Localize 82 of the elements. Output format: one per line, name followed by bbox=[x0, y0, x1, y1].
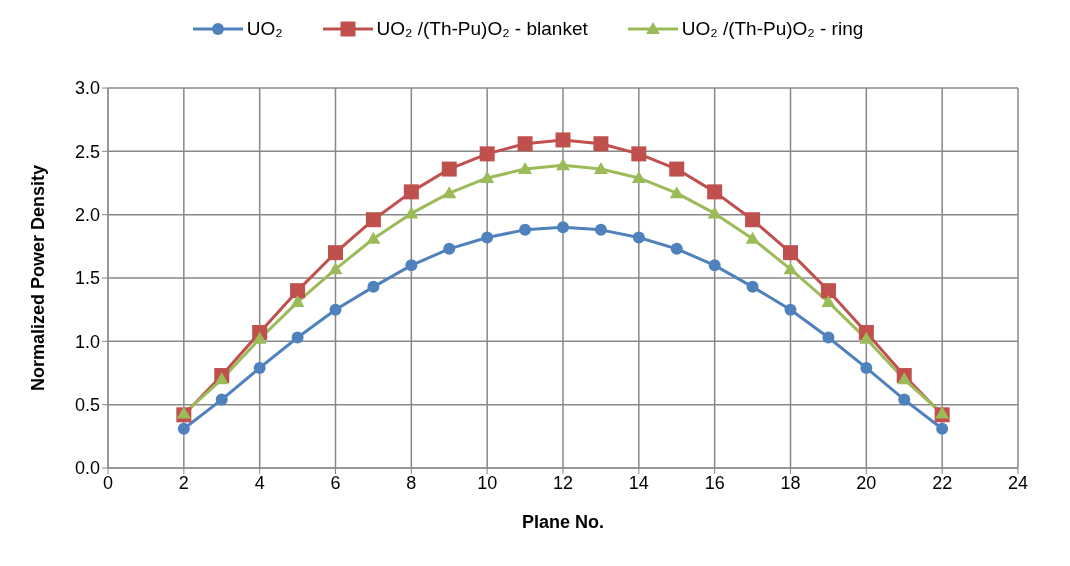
point bbox=[708, 259, 721, 272]
point bbox=[746, 280, 759, 293]
point bbox=[859, 331, 874, 344]
point bbox=[290, 295, 305, 308]
point bbox=[822, 331, 835, 344]
point bbox=[176, 406, 191, 419]
x-tick-label: 6 bbox=[330, 472, 341, 493]
x-tick-label: 10 bbox=[477, 472, 498, 493]
point bbox=[707, 184, 723, 200]
point bbox=[821, 295, 836, 308]
point bbox=[631, 170, 646, 183]
point bbox=[593, 136, 609, 152]
point bbox=[594, 223, 607, 236]
point bbox=[745, 212, 761, 228]
point bbox=[555, 132, 571, 148]
y-axis-title: Normalized Power Density bbox=[28, 164, 49, 392]
x-tick-label: 4 bbox=[254, 472, 265, 493]
point bbox=[669, 186, 684, 199]
point bbox=[784, 303, 797, 316]
point bbox=[897, 372, 912, 385]
x-tick-label: 0 bbox=[102, 472, 114, 493]
point bbox=[519, 223, 532, 236]
point bbox=[783, 262, 798, 275]
point bbox=[783, 245, 798, 261]
point bbox=[253, 361, 266, 374]
point bbox=[214, 372, 229, 385]
point bbox=[745, 231, 760, 244]
point bbox=[403, 184, 419, 200]
x-tick-label: 12 bbox=[552, 472, 574, 493]
point bbox=[669, 161, 685, 177]
point bbox=[556, 158, 570, 171]
x-tick-label: 20 bbox=[856, 472, 877, 493]
point bbox=[404, 206, 419, 219]
point bbox=[820, 283, 836, 299]
point bbox=[328, 245, 343, 261]
point bbox=[935, 406, 950, 419]
point bbox=[291, 331, 304, 344]
point bbox=[442, 186, 457, 199]
point bbox=[898, 393, 911, 406]
point bbox=[860, 361, 873, 374]
point bbox=[557, 221, 569, 234]
point bbox=[707, 206, 722, 219]
x-tick-label: 24 bbox=[1007, 472, 1029, 493]
legend-label: UO₂ bbox=[246, 18, 283, 40]
point bbox=[329, 303, 342, 316]
y-tick-label: 1.5 bbox=[74, 268, 100, 289]
x-tick-label: 14 bbox=[628, 472, 649, 493]
point bbox=[936, 422, 949, 435]
point bbox=[632, 231, 645, 244]
point bbox=[177, 422, 190, 435]
point bbox=[480, 170, 495, 183]
point bbox=[517, 136, 533, 152]
point bbox=[631, 146, 647, 162]
point bbox=[593, 162, 608, 175]
y-tick-label: 2.5 bbox=[74, 141, 100, 162]
point bbox=[366, 231, 381, 244]
point bbox=[518, 162, 533, 175]
point bbox=[670, 242, 683, 255]
point bbox=[441, 161, 457, 177]
y-tick-label: 1.0 bbox=[74, 331, 100, 352]
x-tick-label: 2 bbox=[178, 472, 189, 493]
x-tick-label: 18 bbox=[780, 472, 801, 493]
point bbox=[479, 146, 495, 162]
legend-label: UO₂ /(Th-Pu)O₂ - ring bbox=[681, 18, 864, 40]
point bbox=[405, 259, 418, 272]
y-tick-label: 0.0 bbox=[74, 458, 100, 479]
x-tick-label: 8 bbox=[406, 472, 417, 493]
point bbox=[290, 283, 306, 299]
y-tick-label: 2.0 bbox=[74, 205, 100, 226]
point bbox=[443, 242, 456, 255]
point bbox=[365, 212, 381, 228]
legend-label: UO₂ /(Th-Pu)O₂ - blanket bbox=[376, 18, 588, 40]
x-axis-title: Plane No. bbox=[521, 512, 605, 532]
x-tick-label: 22 bbox=[932, 472, 953, 493]
point bbox=[215, 393, 228, 406]
point bbox=[328, 262, 343, 275]
point bbox=[367, 280, 380, 293]
x-tick-label: 16 bbox=[704, 472, 725, 493]
point bbox=[481, 231, 494, 244]
point bbox=[252, 331, 267, 344]
y-tick-label: 0.5 bbox=[74, 395, 100, 416]
y-tick-label: 3.0 bbox=[74, 78, 100, 99]
